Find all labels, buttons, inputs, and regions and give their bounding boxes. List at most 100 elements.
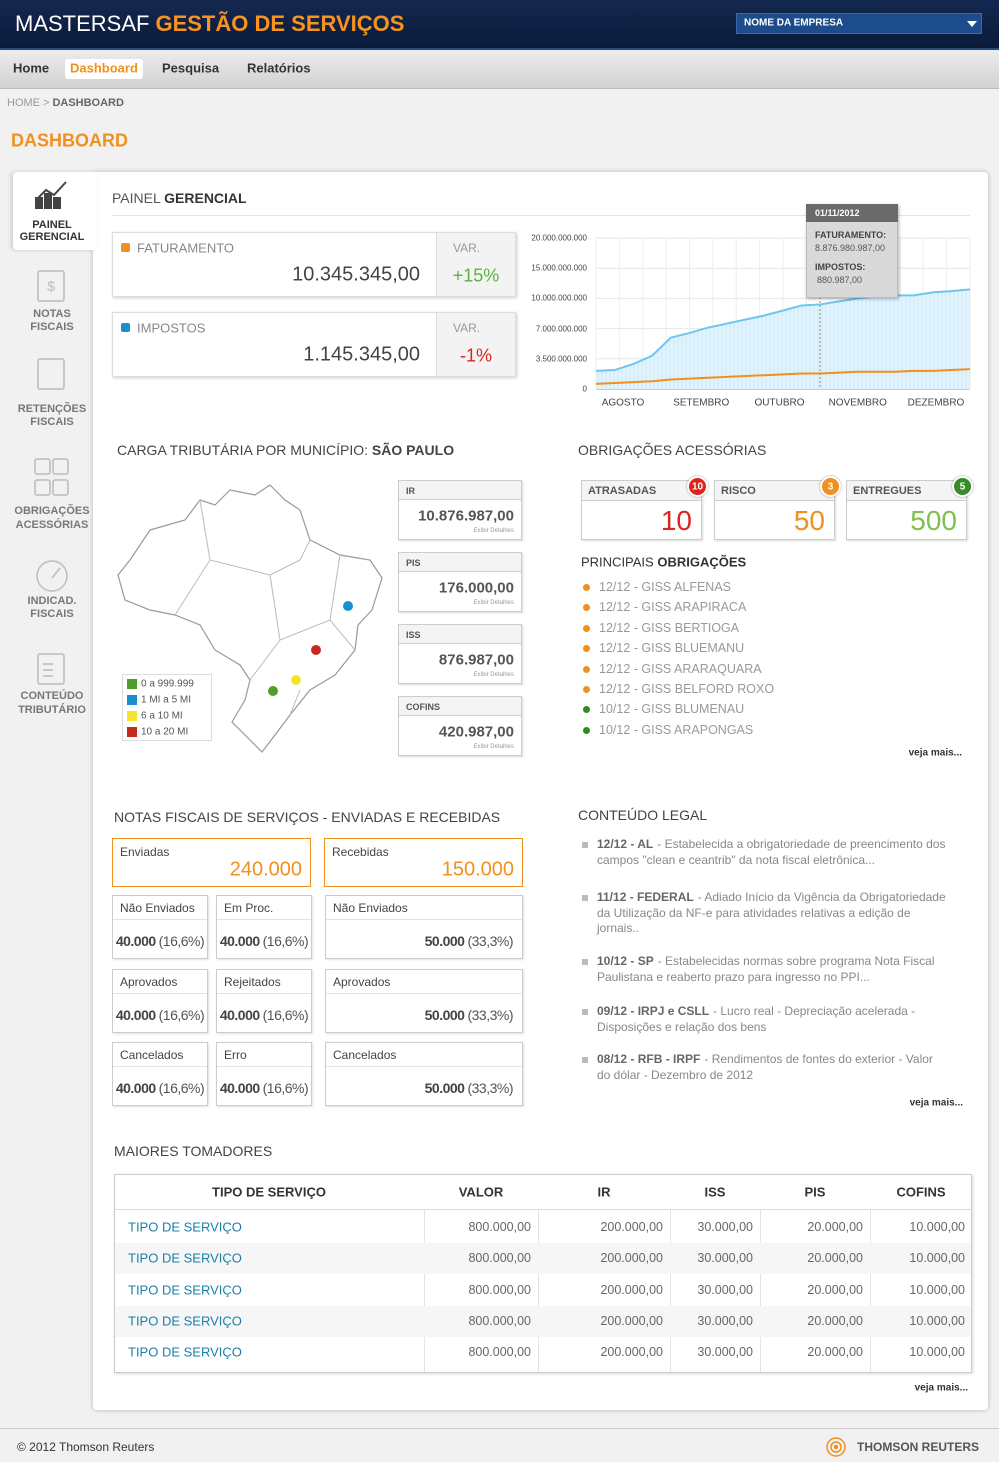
sidebar-label[interactable]: NOTAS <box>33 308 71 320</box>
breadcrumb-sep: > <box>43 97 50 109</box>
nav-item[interactable]: Relatórios <box>247 60 311 76</box>
list-dot <box>583 604 590 612</box>
legend-swatch <box>127 679 137 689</box>
y-tick-label: 20.000.000.000 <box>531 233 587 243</box>
col-divider <box>538 1210 539 1372</box>
x-tick-label: NOVEMBRO <box>828 397 887 409</box>
tax-details-link[interactable]: Exibir Detalhes <box>473 744 514 750</box>
total-value: 240.000 <box>229 858 302 881</box>
nav-item[interactable]: Dashboard <box>70 60 138 76</box>
cell-label: Erro <box>224 1048 247 1062</box>
service-link[interactable]: TIPO DE SERVIÇO <box>128 1344 242 1360</box>
obligation-item[interactable]: 10/12 - GISS BLUMENAU <box>599 702 745 717</box>
status-badge <box>687 476 708 497</box>
status-badge-count: 5 <box>959 481 966 492</box>
tax-head <box>398 624 522 644</box>
cell-number: 50.000 <box>424 933 465 949</box>
sidebar-label[interactable]: GERENCIAL <box>19 231 85 243</box>
tooltip-label: FATURAMENTO: <box>815 230 887 240</box>
sidebar-label[interactable]: TRIBUTÁRIO <box>18 704 86 716</box>
table-cell: 20.000,00 <box>807 1345 863 1360</box>
x-tick-label: SETEMBRO <box>673 397 730 409</box>
total-label: Enviadas <box>120 845 170 859</box>
tax-label: PIS <box>406 558 421 568</box>
table-cell: 800.000,00 <box>468 1220 531 1234</box>
cell-value: 40.000 (16,6%) <box>220 933 309 949</box>
more-link[interactable]: veja mais... <box>914 1382 968 1394</box>
cell-value: 40.000 (16,6%) <box>219 1007 309 1023</box>
y-tick-label: 15.000.000.000 <box>531 263 587 273</box>
table-header: COFINS <box>896 1184 946 1200</box>
cell-value: 40.000 (16,6%) <box>116 1080 205 1096</box>
cell-divider <box>113 993 207 994</box>
table-cell: 30.000,00 <box>697 1313 753 1328</box>
table-cell: 30.000,00 <box>697 1282 753 1297</box>
legal-head: 11/12 - FEDERAL <box>597 890 694 904</box>
legal-item[interactable]: 10/12 - SP - Estabelecidas normas sobre p… <box>597 954 949 985</box>
obligation-item[interactable]: 12/12 - GISS BELFORD ROXO <box>599 682 775 696</box>
logo-text: THOMSON REUTERS <box>857 1440 980 1454</box>
cell-label: Em Proc. <box>224 901 274 915</box>
breadcrumb: HOME > DASHBOARD <box>7 97 124 109</box>
obligation-item[interactable]: 12/12 - GISS BLUEMANU <box>599 641 745 656</box>
legal-item[interactable]: 11/12 - FEDERAL - Adiado Início da Vigênc… <box>597 890 949 937</box>
more-link[interactable]: veja mais... <box>908 747 962 759</box>
y-tick-label: 10.000.000.000 <box>531 293 587 303</box>
legend-label: 0 a 999.999 <box>141 678 194 690</box>
obligation-item[interactable]: 12/12 - GISS BERTIOGA <box>599 620 740 635</box>
table-cell: 10.000,00 <box>909 1282 965 1297</box>
sidebar-label[interactable]: CONTEÚDO <box>20 690 84 702</box>
table-cell: 10.000,00 <box>909 1345 965 1360</box>
status-value: 500 <box>910 505 957 536</box>
sidebar-label[interactable]: INDICAD. <box>27 595 77 607</box>
legal-item[interactable]: 12/12 - AL - Estabelecida a obrigatorieda… <box>597 837 949 868</box>
tooltip-value: 8.876.980.987,00 <box>815 243 886 253</box>
sidebar-label[interactable]: PAINEL <box>32 219 72 231</box>
service-link[interactable]: TIPO DE SERVIÇO <box>128 1282 242 1298</box>
cell-number: 40.000 <box>219 1007 260 1023</box>
sidebar-label[interactable]: OBRIGAÇÕES <box>14 505 90 517</box>
table-cell: 10.000,00 <box>909 1251 965 1266</box>
service-link[interactable]: TIPO DE SERVIÇO <box>128 1313 242 1329</box>
tax-value: 176.000,00 <box>438 579 514 597</box>
list-dot <box>583 686 590 693</box>
sidebar-label[interactable]: FISCAIS <box>30 321 74 333</box>
status-badge-count: 3 <box>827 481 834 492</box>
table-cell: 800.000,00 <box>468 1313 531 1328</box>
tax-details-link[interactable]: Exibir Detalhes <box>473 528 514 534</box>
sidebar-label[interactable]: RETENÇÕES <box>17 403 87 415</box>
legend-swatch <box>127 727 137 737</box>
legend-label: 10 a 20 MI <box>141 726 189 738</box>
sidebar-label[interactable]: ACESSÓRIAS <box>15 519 89 531</box>
cell-percent: (16,6%) <box>262 933 309 949</box>
obligation-item[interactable]: 12/12 - GISS ARAPIRACA <box>599 600 747 615</box>
nav-item[interactable]: Home <box>13 60 50 76</box>
brazil-map <box>117 484 383 753</box>
nav-item[interactable]: Pesquisa <box>162 60 220 76</box>
table-cell: 10.000,00 <box>909 1220 965 1234</box>
legal-item[interactable]: 08/12 - RFB - IRPF - Rendimentos de fonte… <box>597 1052 949 1083</box>
footer-line <box>0 1428 999 1429</box>
company-select[interactable] <box>736 13 982 34</box>
cell-percent: (16,6%) <box>158 1007 205 1023</box>
tax-details-link[interactable]: Exibir Detalhes <box>473 600 514 606</box>
obligation-item[interactable]: 12/12 - GISS ALFENAS <box>599 580 732 594</box>
table-cell: 200.000,00 <box>600 1345 663 1360</box>
legal-item[interactable]: 09/12 - IRPJ e CSLL - Lucro real - Deprec… <box>597 1004 949 1035</box>
sidebar-active-tab[interactable] <box>13 172 97 250</box>
cell-number: 50.000 <box>424 1007 465 1023</box>
obligation-item[interactable]: 12/12 - GISS ARARAQUARA <box>599 661 762 676</box>
service-link[interactable]: TIPO DE SERVIÇO <box>128 1250 242 1266</box>
divider <box>112 215 970 216</box>
cell-divider <box>217 1066 311 1067</box>
sidebar-label[interactable]: FISCAIS <box>30 416 74 428</box>
obligation-item[interactable]: 10/12 - GISS ARAPONGAS <box>599 722 754 737</box>
tooltip-label: IMPOSTOS: <box>815 262 866 272</box>
service-link[interactable]: TIPO DE SERVIÇO <box>128 1219 242 1235</box>
tax-details-link[interactable]: Exibir Detalhes <box>473 672 514 678</box>
sidebar-label[interactable]: FISCAIS <box>30 608 74 620</box>
title-part: OBRIGAÇÕES <box>657 554 747 570</box>
more-link[interactable]: veja mais... <box>909 1097 963 1109</box>
